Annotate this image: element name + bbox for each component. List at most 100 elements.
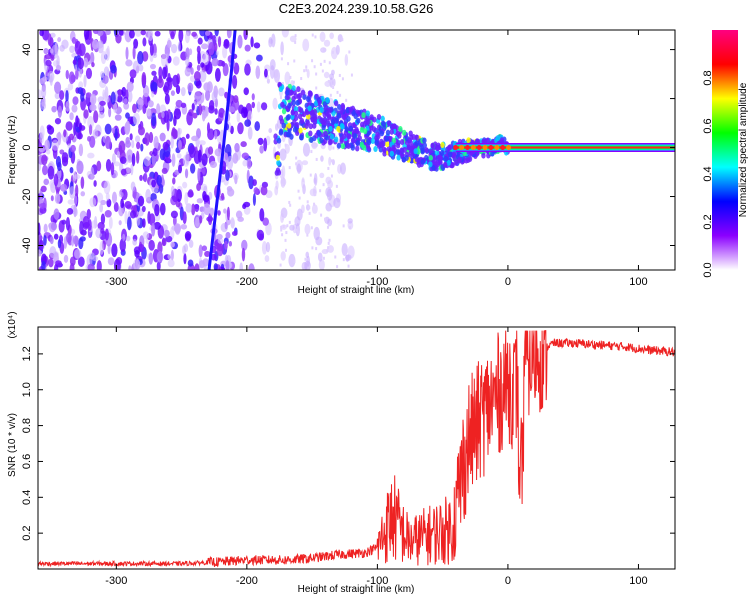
ridge-blob <box>451 151 457 158</box>
noise-blob <box>280 251 286 261</box>
snr-y-label: SNR (10 * v/v) <box>7 413 18 477</box>
noise-blob <box>135 150 140 164</box>
noise-blob <box>56 132 62 141</box>
noise-blob <box>243 201 251 208</box>
noise-speck <box>289 76 292 80</box>
noise-blob <box>163 81 170 96</box>
noise-blob <box>74 207 78 217</box>
colorbar-label: Normalized spectral amplitude <box>738 82 749 217</box>
ridge-blob <box>298 127 303 134</box>
noise-blob <box>231 75 238 89</box>
colorbar-tick-label: 0.6 <box>702 118 714 133</box>
noise-blob <box>86 208 91 220</box>
noise-blob <box>185 203 193 213</box>
noise-blob <box>100 50 107 65</box>
x-tick-label: 100 <box>629 575 647 587</box>
noise-blob <box>38 89 42 100</box>
trace-polyline <box>207 30 237 270</box>
x-tick-label: -200 <box>236 575 258 587</box>
noise-blob <box>65 100 70 112</box>
noise-blob <box>185 133 190 139</box>
noise-blob <box>199 30 206 37</box>
noise-blob <box>43 223 48 233</box>
ridge-blob <box>467 155 473 162</box>
noise-speck <box>345 98 348 102</box>
noise-blob <box>54 81 62 94</box>
noise-blob <box>161 239 167 247</box>
noise-blob <box>184 231 192 241</box>
noise-blob <box>153 135 159 150</box>
noise-blob <box>93 110 99 124</box>
ridge-blob <box>325 111 330 118</box>
noise-blob <box>78 237 84 250</box>
noise-blob <box>187 82 194 93</box>
noise-blob <box>170 249 174 261</box>
noise-blob <box>87 116 95 130</box>
noise-blob <box>75 115 79 128</box>
noise-blob <box>178 164 183 174</box>
ridge-blob <box>305 109 310 116</box>
noise-blob <box>141 72 147 86</box>
noise-blob <box>92 129 99 139</box>
noise-blob <box>182 181 188 189</box>
noise-blob <box>45 59 52 67</box>
noise-blob <box>222 45 228 59</box>
noise-blob <box>172 56 180 66</box>
noise-blob <box>288 253 296 268</box>
ridge-blob <box>379 130 385 137</box>
noise-blob <box>54 42 58 55</box>
ridge-blob <box>440 142 445 149</box>
noise-blob <box>244 63 251 76</box>
noise-blob <box>159 132 166 142</box>
noise-speck <box>324 217 327 221</box>
noise-blob <box>125 46 129 60</box>
noise-blob <box>255 65 261 79</box>
ridge-blob <box>352 133 358 140</box>
ridge-blob <box>385 129 391 136</box>
noise-speck <box>330 174 333 178</box>
noise-speck <box>332 85 335 89</box>
noise-blob <box>302 38 310 52</box>
noise-blob <box>125 59 133 67</box>
ridge-blob <box>323 104 329 111</box>
snr-background <box>38 327 675 569</box>
noise-blob <box>194 91 202 102</box>
noise-blob <box>44 139 50 152</box>
noise-blob <box>178 30 184 43</box>
noise-blob <box>329 73 335 80</box>
noise-blob <box>170 185 175 196</box>
ridge-blob <box>371 126 377 133</box>
noise-speck <box>341 77 344 81</box>
noise-blob <box>170 210 178 219</box>
noise-blob <box>38 203 46 209</box>
ridge-blob <box>446 159 451 166</box>
snr-panel: -300 -200 -100 0 100 0.2 0.4 0.6 0.8 1.0 1.2 Heig… <box>7 311 676 595</box>
noise-blob <box>162 141 169 151</box>
noise-blob <box>313 172 318 186</box>
noise-blob <box>68 133 75 141</box>
noise-blob <box>184 168 189 179</box>
ridge-blob <box>401 156 407 163</box>
noise-blob <box>164 93 170 105</box>
noise-blob <box>196 183 202 192</box>
noise-blob <box>198 140 206 146</box>
noise-blob <box>306 255 311 267</box>
noise-blob <box>266 78 270 84</box>
noise-blob <box>65 69 69 80</box>
noise-blob <box>156 103 161 115</box>
noise-blob <box>184 192 189 206</box>
noise-blob <box>187 259 194 267</box>
noise-blob <box>197 149 202 163</box>
ridge-blob <box>379 138 384 145</box>
noise-blob <box>116 95 123 103</box>
noise-blob <box>54 118 62 125</box>
noise-blob <box>195 80 202 89</box>
noise-speck <box>302 264 305 268</box>
noise-blob <box>80 91 85 102</box>
noise-blob <box>42 76 48 82</box>
noise-speck <box>292 80 295 84</box>
noise-blob <box>180 86 186 97</box>
noise-blob <box>271 33 276 48</box>
noise-speck <box>294 40 297 44</box>
